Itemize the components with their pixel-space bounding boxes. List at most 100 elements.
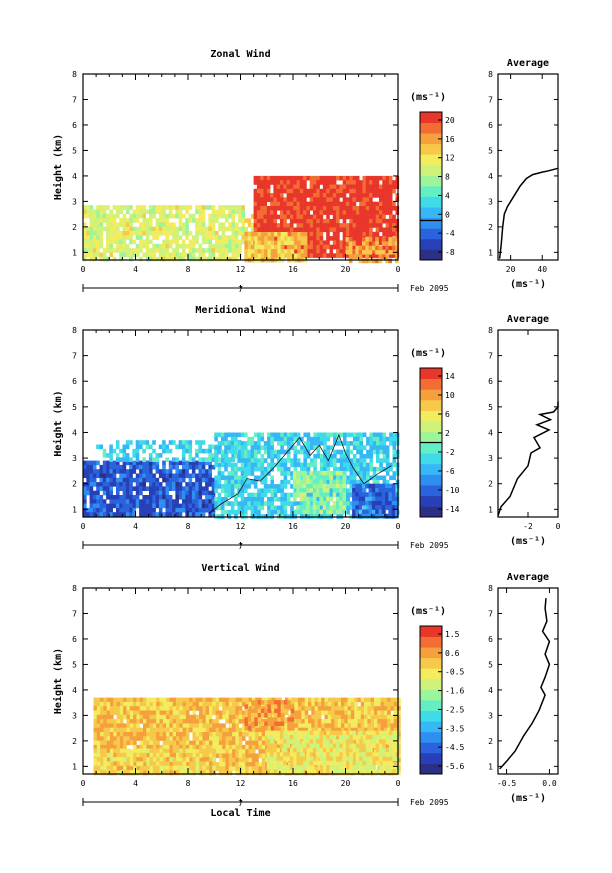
heatmap-cell <box>195 727 200 733</box>
heatmap-cell <box>145 460 150 466</box>
heatmap-cell <box>296 223 301 228</box>
heatmap-cell <box>235 714 239 720</box>
heatmap-cell <box>152 507 156 513</box>
heatmap-cell <box>211 503 216 509</box>
heatmap-cell <box>319 249 324 254</box>
heatmap-cell <box>142 222 146 227</box>
heatmap-cell <box>176 710 180 716</box>
heatmap-cell <box>349 180 353 185</box>
heatmap-cell <box>198 499 203 504</box>
heatmap-cell <box>334 706 338 711</box>
heatmap-cell <box>299 197 304 202</box>
heatmap-cell <box>145 477 150 483</box>
heatmap-cell <box>294 706 299 711</box>
heatmap-cell <box>359 432 364 438</box>
heatmap-cell <box>391 488 396 493</box>
heatmap-cell <box>119 482 123 487</box>
heatmap-cell <box>260 462 265 468</box>
heatmap-cell <box>191 218 196 223</box>
heatmap-cell <box>205 448 209 454</box>
heatmap-cell <box>329 488 334 493</box>
heatmap-cell <box>119 503 123 509</box>
heatmap-cell <box>261 719 266 724</box>
heatmap-cell <box>378 488 383 493</box>
heatmap-cell <box>382 193 386 198</box>
heatmap-cell <box>209 744 213 750</box>
heatmap-cell <box>159 697 164 703</box>
heatmap-cell <box>218 727 223 733</box>
heatmap-cell <box>306 441 311 446</box>
heatmap-cell <box>280 458 284 463</box>
heatmap-cell <box>168 482 173 487</box>
heatmap-cell <box>205 701 210 707</box>
heatmap-cell <box>283 223 287 228</box>
heatmap-cell <box>289 210 294 215</box>
heatmap-cell <box>116 744 121 750</box>
heatmap-cell <box>126 723 131 728</box>
heatmap-cell <box>298 719 302 724</box>
heatmap-cell <box>102 205 107 210</box>
colorbar-tick-label: 16 <box>445 135 455 144</box>
heatmap-cell <box>369 223 373 228</box>
heatmap-cell <box>175 205 179 210</box>
heatmap-cell <box>362 458 367 463</box>
heatmap-cell <box>139 205 143 210</box>
heatmap-cell <box>331 701 335 707</box>
heatmap-cell <box>293 249 297 254</box>
heatmap-cell <box>195 205 199 210</box>
heatmap-cell <box>224 432 228 438</box>
heatmap-cell <box>224 218 229 223</box>
heatmap-cell <box>201 248 206 253</box>
heatmap-cell <box>339 223 343 228</box>
heatmap-cell <box>244 484 248 489</box>
heatmap-cell <box>92 256 97 262</box>
heatmap-cell <box>222 749 226 754</box>
heatmap-cell <box>182 460 186 466</box>
heatmap-cell <box>162 499 166 504</box>
heatmap-cell <box>179 697 183 703</box>
heatmap-cell <box>306 240 310 245</box>
heatmap-cell <box>331 719 335 724</box>
heatmap-cell <box>237 466 241 472</box>
heatmap-cell <box>113 732 117 737</box>
heatmap-cell <box>250 509 255 515</box>
heatmap-cell <box>260 232 265 237</box>
heatmap-cell <box>176 697 180 703</box>
heatmap-cell <box>352 445 357 450</box>
heatmap-cell <box>195 453 199 458</box>
heatmap-cell <box>119 495 123 500</box>
heatmap-cell <box>323 454 327 459</box>
heatmap-cell <box>385 488 389 493</box>
heatmap-cell <box>352 197 357 202</box>
heatmap-cell <box>349 505 354 511</box>
heatmap-cell <box>327 714 332 720</box>
heatmap-cell <box>99 482 104 487</box>
heatmap-cell <box>250 492 255 498</box>
y-tick-label: 5 <box>72 146 77 155</box>
heatmap-cell <box>152 710 157 716</box>
heatmap-cell <box>217 497 222 502</box>
heatmap-cell <box>277 454 281 459</box>
heatmap-cell <box>290 501 294 506</box>
heatmap-cell <box>231 213 236 219</box>
heatmap-cell <box>379 201 383 207</box>
heatmap-cell <box>319 496 323 502</box>
heatmap-cell <box>152 248 156 253</box>
heatmap-cell <box>314 714 319 720</box>
heatmap-cell <box>362 432 367 438</box>
heatmap-cell <box>286 206 291 211</box>
heatmap-cell <box>326 206 330 211</box>
heatmap-cell <box>93 740 98 746</box>
heatmap-cell <box>211 464 216 470</box>
heatmap-cell <box>201 440 206 445</box>
colorbar-swatch <box>420 399 442 411</box>
heatmap-cell <box>162 486 166 491</box>
heatmap-cell <box>368 245 373 251</box>
heatmap-cell <box>362 471 367 476</box>
heatmap-cell <box>125 477 130 483</box>
heatmap-cell <box>317 697 322 703</box>
heatmap-cell <box>92 503 97 509</box>
heatmap-cell <box>96 723 101 728</box>
heatmap-cell <box>355 175 360 181</box>
heatmap-cell <box>129 469 133 474</box>
